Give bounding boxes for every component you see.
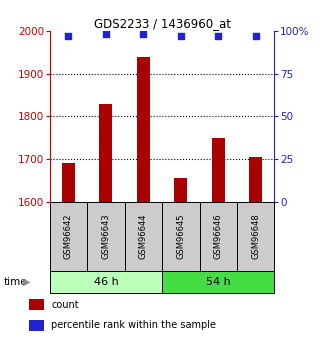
Point <box>216 33 221 39</box>
Text: 46 h: 46 h <box>93 277 118 287</box>
Point <box>141 32 146 37</box>
Text: GSM96644: GSM96644 <box>139 214 148 259</box>
Bar <box>162 202 200 271</box>
Point <box>103 32 108 37</box>
Bar <box>62 164 75 345</box>
Bar <box>50 202 87 271</box>
Text: GSM96648: GSM96648 <box>251 214 260 259</box>
Text: time: time <box>3 277 27 287</box>
Bar <box>249 157 262 345</box>
Bar <box>237 202 274 271</box>
Text: GSM96642: GSM96642 <box>64 214 73 259</box>
Bar <box>162 271 274 293</box>
Bar <box>100 104 112 345</box>
Text: GSM96646: GSM96646 <box>214 214 223 259</box>
Text: count: count <box>51 300 79 310</box>
Bar <box>29 299 44 310</box>
Title: GDS2233 / 1436960_at: GDS2233 / 1436960_at <box>94 17 230 30</box>
Bar <box>87 202 125 271</box>
Point <box>253 33 258 39</box>
Text: percentile rank within the sample: percentile rank within the sample <box>51 321 216 331</box>
Point <box>66 33 71 39</box>
Bar <box>125 202 162 271</box>
Text: GSM96645: GSM96645 <box>176 214 185 259</box>
Bar <box>174 178 187 345</box>
Text: 54 h: 54 h <box>206 277 231 287</box>
Bar <box>200 202 237 271</box>
Bar <box>29 320 44 331</box>
Text: GSM96643: GSM96643 <box>101 214 110 259</box>
Point <box>178 33 183 39</box>
Bar <box>212 138 225 345</box>
Bar <box>137 57 150 345</box>
Text: ▶: ▶ <box>22 277 30 287</box>
Bar <box>50 271 162 293</box>
